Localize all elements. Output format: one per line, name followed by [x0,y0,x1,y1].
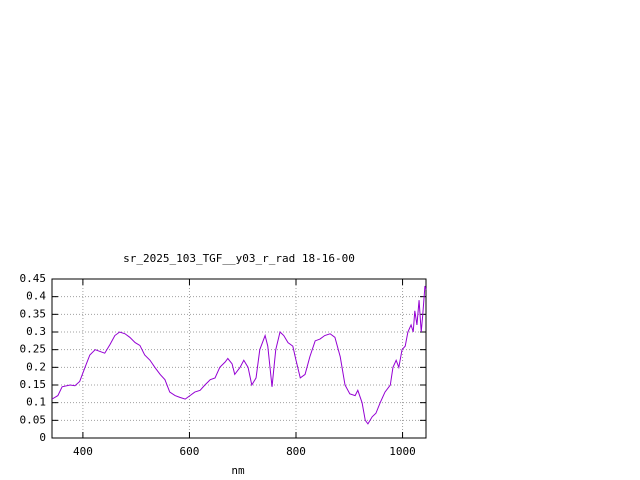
y-tick-label: 0.2 [26,360,46,373]
y-tick-label: 0.25 [20,343,47,356]
y-tick-label: 0.15 [20,378,47,391]
chart-title: sr_2025_103_TGF__y03_r_rad 18-16-00 [123,252,355,265]
y-tick-label: 0.05 [20,413,47,426]
y-tick-label: 0.35 [20,307,47,320]
x-tick-label: 400 [73,445,93,458]
x-tick-label: 800 [286,445,306,458]
x-tick-label: 600 [180,445,200,458]
data-line [51,285,427,425]
plot-frame [51,278,427,439]
x-axis-label: nm [231,464,245,477]
y-tick-label: 0.45 [20,272,47,285]
y-tick-label: 0.3 [26,325,46,338]
y-tick-label: 0.4 [26,290,46,303]
y-tick-label: 0.1 [26,396,46,409]
x-tick-label: 1000 [389,445,416,458]
y-tick-label: 0 [39,431,46,444]
